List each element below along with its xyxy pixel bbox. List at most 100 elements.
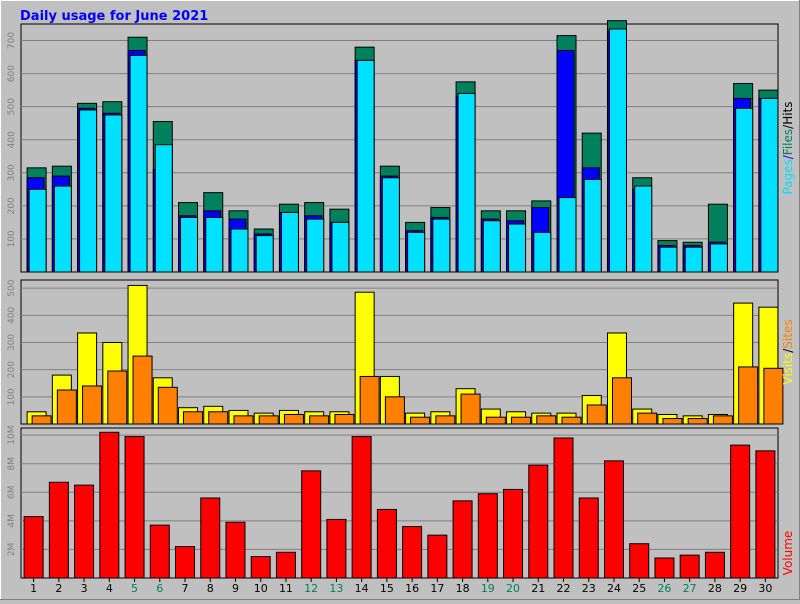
bar-sites <box>157 386 178 425</box>
bar-pages <box>53 185 72 273</box>
bar-volume <box>629 543 650 579</box>
x-tick-label-day: 7 <box>182 582 189 595</box>
bar-pages <box>280 211 299 273</box>
bar-pages <box>608 28 627 273</box>
bar-sites <box>536 415 557 425</box>
bar-sites <box>384 396 405 425</box>
bar-pages <box>306 218 325 273</box>
bar-pages <box>255 235 274 273</box>
bar-volume <box>704 551 725 579</box>
bar-sites <box>687 418 708 425</box>
bar-pages <box>558 197 577 273</box>
y-tick-label: 8M <box>7 457 17 471</box>
x-tick-label-day: 13 <box>329 582 343 595</box>
bar-pages <box>457 92 476 273</box>
bar-volume <box>99 431 120 579</box>
x-tick-label-day: 27 <box>683 582 697 595</box>
bar-pages <box>508 223 527 273</box>
bar-sites <box>82 385 103 425</box>
x-tick-label-day: 26 <box>657 582 671 595</box>
x-tick-label-day: 18 <box>456 582 470 595</box>
y-tick-label: 4M <box>7 514 17 528</box>
series-label-part: Pages <box>781 159 795 194</box>
chart-panels: 100200300400500600700Pages/Files/Hits100… <box>7 20 795 579</box>
bar-sites <box>511 416 532 425</box>
series-label-part: / <box>781 124 795 129</box>
bar-volume <box>452 500 473 579</box>
y-tick-label: 500 <box>7 98 17 115</box>
bar-pages <box>331 221 350 273</box>
bar-pages <box>760 97 779 273</box>
bar-volume <box>402 526 423 579</box>
x-tick-label-day: 11 <box>279 582 293 595</box>
bar-pages <box>407 231 426 273</box>
y-tick-label: 400 <box>7 131 17 148</box>
bar-volume <box>603 460 624 579</box>
y-tick-label: 500 <box>7 279 17 296</box>
x-tick-label-day: 5 <box>131 582 138 595</box>
bar-pages <box>709 243 728 273</box>
y-tick-label: 600 <box>7 65 17 82</box>
x-tick-label-day: 1 <box>30 582 37 595</box>
bar-pages <box>180 216 199 273</box>
x-tick-label-day: 23 <box>582 582 596 595</box>
bar-sites <box>561 416 582 425</box>
bar-sites <box>359 375 380 425</box>
bar-volume <box>553 437 574 579</box>
bar-pages <box>356 59 375 273</box>
bar-pages <box>205 216 224 273</box>
bar-pages <box>659 246 678 273</box>
x-tick-label-day: 25 <box>632 582 646 595</box>
bar-sites <box>662 418 683 425</box>
bar-sites <box>485 416 506 425</box>
bar-sites <box>183 411 204 425</box>
bar-volume <box>730 444 751 579</box>
x-tick-label-day: 14 <box>355 582 369 595</box>
y-tick-label: 200 <box>7 197 17 214</box>
bar-volume <box>48 481 69 579</box>
bar-pages <box>533 231 552 273</box>
y-tick-label: 2M <box>7 543 17 557</box>
bar-sites <box>283 413 304 425</box>
y-tick-label: 300 <box>7 334 17 351</box>
chart-title: Daily usage for June 2021 <box>20 9 208 24</box>
x-tick-label-day: 8 <box>207 582 214 595</box>
bar-pages <box>28 188 47 273</box>
series-label-part: Volume <box>781 531 795 576</box>
bar-sites <box>258 415 279 425</box>
series-label-part: Visits <box>781 353 795 385</box>
x-tick-label-day: 9 <box>232 582 239 595</box>
bar-sites <box>31 415 52 425</box>
x-tick-label-day: 30 <box>758 582 772 595</box>
bar-volume <box>74 484 95 579</box>
bar-volume <box>175 546 196 579</box>
bar-volume <box>275 551 296 579</box>
bar-volume <box>149 524 170 579</box>
bar-pages <box>129 54 148 273</box>
bar-sites <box>132 355 153 425</box>
x-tick-label-day: 6 <box>156 582 163 595</box>
panel-2: 100 200 300 400 500 Visits/Sites <box>7 279 795 425</box>
bar-sites <box>460 393 481 425</box>
series-label-part: Files <box>781 129 795 155</box>
bar-sites <box>233 415 254 425</box>
bar-volume <box>301 470 322 579</box>
bar-sites <box>56 389 77 425</box>
y-tick-label: 300 <box>7 164 17 181</box>
x-tick-label-day: 20 <box>506 582 520 595</box>
bar-volume <box>528 464 549 579</box>
y-tick-label: 10M <box>7 426 17 445</box>
bar-pages <box>154 144 173 273</box>
bar-sites <box>334 413 355 425</box>
x-tick-label-day: 3 <box>81 582 88 595</box>
x-tick-label-day: 2 <box>55 582 62 595</box>
panel-background <box>20 427 779 579</box>
x-tick-label-day: 22 <box>557 582 571 595</box>
bar-volume <box>654 557 675 579</box>
series-label-part: Hits <box>781 101 795 124</box>
x-tick-label-day: 10 <box>254 582 268 595</box>
x-tick-label-day: 15 <box>380 582 394 595</box>
